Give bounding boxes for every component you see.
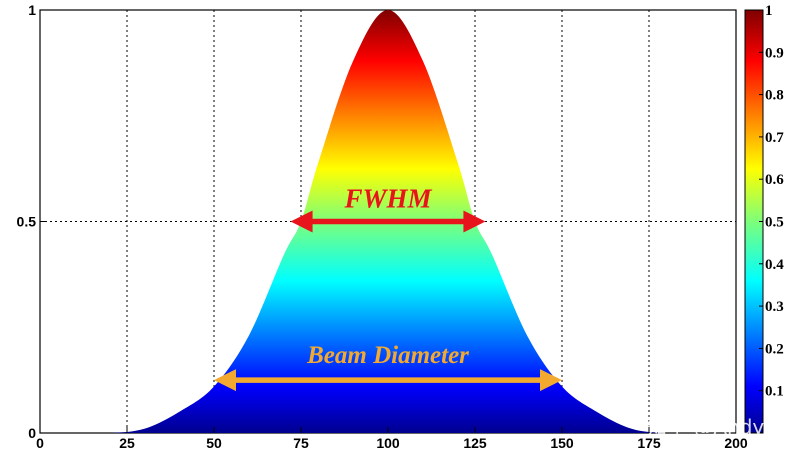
annotation-arrow-head-left [290,210,313,233]
colorbar: 0.1 0.2 0.3 0.4 0.5 0.6 0.7 0.8 0.9 1 [744,3,784,434]
y-tick-label: 0 [28,425,36,441]
y-tick-label: 0.5 [17,214,37,230]
colorbar-tick-label: 0.5 [765,215,784,231]
annotation-label: Beam Diameter [306,342,469,369]
x-axis-ticks: 0 25 50 75 100 125 150 175 200 [36,427,748,451]
x-tick-label: 50 [206,435,222,451]
x-tick-label: 125 [463,435,487,451]
plot-area: 0 25 50 75 100 125 150 175 200 00.51 [17,2,748,451]
annotation-arrow-head-right [540,369,562,392]
colorbar-tick-label: 0.3 [765,299,784,315]
annotation-arrow-head-left [214,369,236,392]
annotation-label: FWHM [343,184,432,214]
x-tick-label: 150 [550,435,574,451]
colorbar-tick-label: 0.4 [765,257,784,273]
x-tick-label: 175 [637,435,661,451]
y-tick-label: 1 [28,2,36,18]
annotations: FWHM Beam Diameter [214,184,562,392]
colorbar-tick-label: 0.1 [765,384,784,400]
colorbar-tick-label: 1 [765,3,773,19]
colorbar-tick-label: 0.9 [765,45,784,61]
colorbar-ticks: 0.1 0.2 0.3 0.4 0.5 0.6 0.7 0.8 0.9 1 [759,3,784,400]
colorbar-tick-label: 0.6 [765,172,784,188]
colorbar-tick-label: 0.8 [765,88,784,104]
annotation-arrow-head-right [463,210,486,233]
x-tick-label: 25 [119,435,135,451]
x-tick-label: 200 [724,435,748,451]
watermark: 知乎 @Andy [647,415,764,439]
fwhm-annotation: FWHM [290,184,486,233]
y-axis-ticks: 00.51 [17,2,46,441]
colorbar-tick-label: 0.7 [765,130,784,146]
x-tick-label: 0 [36,435,44,451]
x-tick-label: 75 [293,435,309,451]
x-tick-label: 100 [376,435,400,451]
colorbar-tick-label: 0.2 [765,341,784,357]
beam-diameter-annotation: Beam Diameter [214,342,562,392]
